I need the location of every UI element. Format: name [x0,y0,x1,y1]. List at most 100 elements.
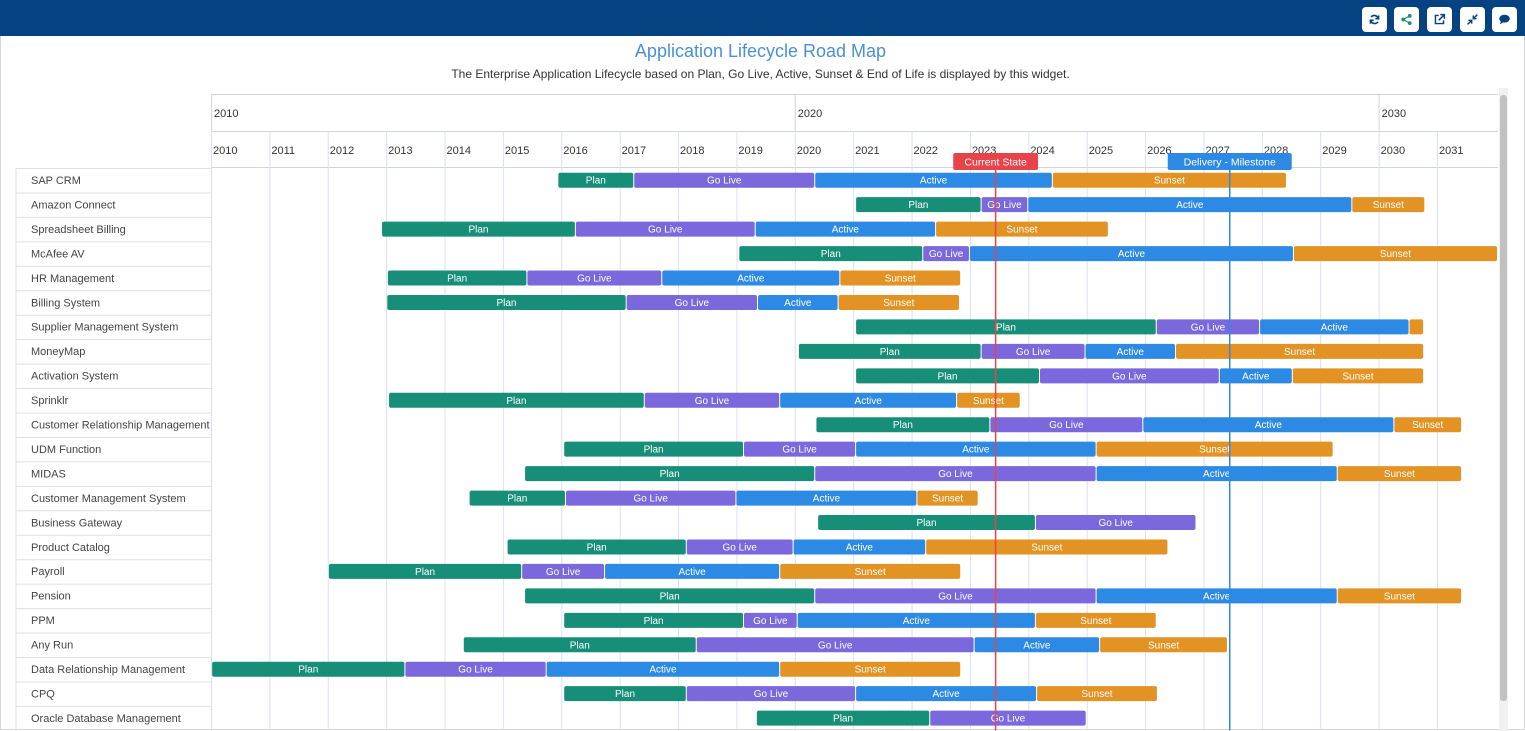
phase-bar [981,343,1085,359]
phase-bar [815,172,1052,188]
phase-bar [930,710,1086,726]
phase-bar [564,686,686,702]
year-tick-label: 2031 [1439,145,1463,157]
phase-bar-label: Go Live [458,665,493,676]
phase-bar [739,246,923,262]
phase-bar [527,270,662,286]
phase-bar-label: Plan [917,518,937,529]
phase-bar [1039,368,1219,384]
phase-bar-label: Active [679,567,707,578]
phase-bar [525,466,815,482]
phase-bar [1035,515,1196,531]
phase-bar [815,466,1096,482]
phase-bar-label: Plan [660,469,680,480]
phase-bar [1143,417,1394,433]
collapse-button[interactable] [1460,7,1485,32]
chart-subtitle: The Enterprise Application Lifecycle bas… [451,67,1070,81]
phase-bar-label: Active [920,176,948,187]
phase-bar-label: Plan [893,420,913,431]
phase-bar [936,221,1108,237]
vertical-scrollbar-thumb[interactable] [1500,95,1507,701]
phase-bar-label: Active [832,225,860,236]
phase-bar [1292,368,1424,384]
phase-bar [387,294,626,310]
phase-bar [546,661,780,677]
phase-bar [634,172,815,188]
phase-bar-label: Plan [298,665,318,676]
phase-bar-label: Go Live [753,616,788,627]
phase-bar-label: Go Live [754,689,789,700]
phase-bar [818,515,1035,531]
phase-bar-label: Go Live [546,567,581,578]
phase-bar-label: Go Live [577,274,612,285]
row-label: Oracle Database Management [31,713,181,725]
phase-bar [1156,319,1260,335]
phase-bar [758,294,838,310]
row-label: MoneyMap [31,346,85,358]
row-label: Any Run [31,640,73,652]
decade-label: 2030 [1382,108,1406,120]
phase-bar [662,270,840,286]
phase-bar-label: Active [1203,469,1231,480]
phase-bar-label: Go Live [1016,347,1051,358]
phase-bar [1096,588,1337,604]
share-icon [1401,13,1412,26]
phase-bar [644,392,780,408]
phase-bar [815,588,1096,604]
phase-bar [1337,466,1462,482]
row-label: Billing System [31,297,100,309]
phase-bar [525,588,815,604]
phase-bar-label: Plan [507,494,527,505]
phase-bar [1352,197,1425,213]
row-label: Customer Relationship Management [31,420,210,432]
phase-bar-label: Plan [615,689,635,700]
row-label: Spreadsheet Billing [31,224,126,236]
phase-bar-label: Sunset [932,494,963,505]
comment-button[interactable] [1492,7,1517,32]
phase-bar [840,270,961,286]
phase-bar-label: Go Live [1098,518,1133,529]
phase-bar [923,246,969,262]
phase-bar [780,392,957,408]
row-label: Amazon Connect [31,199,115,211]
phase-bar-label: Sunset [1006,225,1037,236]
row-label: SAP CRM [31,175,81,187]
phase-bar-label: Active [855,396,883,407]
phase-bar-label: Go Live [782,445,817,456]
phase-bar-label: Go Live [633,494,668,505]
decade-label: 2020 [798,108,822,120]
phase-bar [856,197,981,213]
phase-bar-label: Sunset [1199,445,1230,456]
phase-bar-label: Active [1118,249,1146,260]
marker-badge [1167,153,1292,170]
year-tick-label: 2010 [213,145,237,157]
row-label: Customer Management System [31,493,186,505]
year-tick-label: 2021 [855,145,879,157]
open-external-button[interactable] [1427,7,1452,32]
phase-bar-label: Sunset [1154,176,1185,187]
phase-bar-label: Active [649,665,677,676]
phase-bar-label: Sunset [1081,689,1112,700]
phase-bar-label: Go Live [991,714,1026,725]
phase-bar-label: Plan [468,225,488,236]
refresh-button[interactable] [1362,7,1387,32]
phase-bar [981,197,1028,213]
phase-bar-label: Sunset [1284,347,1315,358]
phase-bar-label: Sunset [1412,420,1443,431]
row-label: McAfee AV [31,248,85,260]
phase-bar-label: Plan [660,591,680,602]
phase-bar [1219,368,1292,384]
phase-bar [405,661,546,677]
year-tick-label: 2017 [622,145,646,157]
phase-bar-label: Sunset [1148,640,1179,651]
row-label: Pension [31,591,71,603]
phase-bar-label: Sunset [855,567,886,578]
external-link-icon [1434,13,1446,25]
phase-bar-label: Sunset [1080,616,1111,627]
share-button[interactable] [1394,7,1419,32]
phase-bar [1409,319,1424,335]
phase-bar-label: Sunset [1031,542,1062,553]
row-label: CPQ [31,688,55,700]
phase-bar-label: Active [813,494,841,505]
phase-bar [856,368,1039,384]
